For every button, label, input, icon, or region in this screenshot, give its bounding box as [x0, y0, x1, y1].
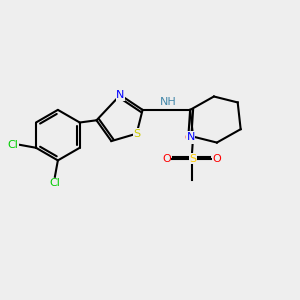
Text: O: O: [212, 154, 221, 164]
Text: N: N: [187, 132, 195, 142]
Text: O: O: [162, 154, 171, 164]
Text: O: O: [184, 133, 193, 143]
Text: NH: NH: [160, 98, 177, 107]
Text: S: S: [133, 129, 140, 139]
Text: Cl: Cl: [8, 140, 19, 150]
Text: S: S: [190, 154, 197, 164]
Text: Cl: Cl: [50, 178, 60, 188]
Text: N: N: [116, 90, 124, 100]
